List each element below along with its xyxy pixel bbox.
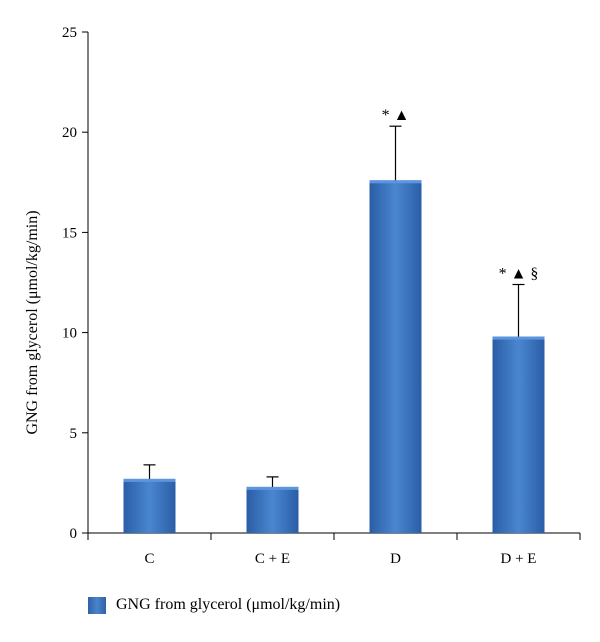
y-tick-label: 10	[62, 326, 77, 342]
x-tick-label: C	[144, 551, 154, 567]
legend: GNG from glycerol (μmol/kg/min)	[88, 596, 340, 614]
bar-highlight	[492, 336, 545, 340]
bar	[369, 180, 422, 533]
y-tick-label: 5	[70, 426, 78, 442]
x-tick-label: C + E	[255, 551, 290, 567]
bars	[123, 180, 545, 533]
x-tick-label: D + E	[501, 551, 537, 567]
labels: C C + E D * ▲ D + E * ▲ §	[144, 107, 538, 567]
legend-swatch	[88, 596, 106, 614]
significance-annotation: * ▲	[382, 107, 410, 124]
legend-label: GNG from glycerol (μmol/kg/min)	[116, 596, 341, 613]
y-tick-label: 0	[70, 526, 78, 542]
bar-highlight	[369, 180, 422, 184]
y-axis-title: GNG from glycerol (μmol/kg/min)	[24, 210, 41, 434]
y-tick-label: 25	[62, 25, 77, 41]
bar-highlight	[123, 478, 176, 482]
error-bars	[143, 125, 525, 487]
y-tick-label: 20	[62, 125, 77, 141]
significance-annotation: * ▲ §	[499, 266, 539, 283]
y-tick-label: 15	[62, 225, 77, 241]
bar-highlight	[246, 486, 299, 490]
bar	[246, 486, 299, 533]
bar	[123, 478, 176, 533]
bar	[492, 336, 545, 533]
x-tick-label: D	[390, 551, 401, 567]
